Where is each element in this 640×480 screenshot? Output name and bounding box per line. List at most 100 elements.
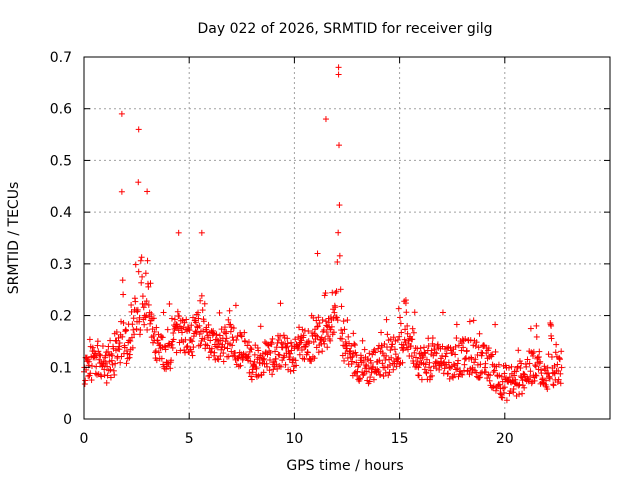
data-point — [142, 270, 149, 277]
data-point — [188, 348, 195, 355]
data-point — [470, 342, 477, 349]
data-point — [116, 346, 123, 353]
y-tick-label: 0 — [63, 412, 72, 428]
data-point — [173, 349, 180, 356]
axis-ticks — [83, 56, 610, 420]
data-point — [555, 376, 562, 383]
data-point — [510, 386, 517, 393]
data-point — [390, 334, 397, 341]
data-point — [246, 369, 253, 376]
data-point — [537, 358, 544, 365]
data-point — [141, 321, 148, 328]
data-point — [190, 344, 197, 351]
data-point — [311, 355, 318, 362]
data-point — [124, 350, 131, 357]
data-point — [123, 327, 130, 334]
data-point — [492, 348, 499, 355]
data-point — [372, 349, 379, 356]
data-point — [463, 355, 470, 362]
data-point — [439, 309, 446, 316]
data-point — [336, 202, 343, 209]
data-point — [410, 329, 417, 336]
data-point — [103, 379, 110, 386]
data-point — [557, 380, 564, 387]
data-point — [238, 333, 245, 340]
data-point — [390, 366, 397, 373]
data-point — [226, 307, 233, 314]
data-point — [306, 340, 313, 347]
data-point — [506, 390, 513, 397]
data-point — [391, 346, 398, 353]
data-point — [455, 357, 462, 364]
data-point — [198, 229, 205, 236]
data-point — [205, 321, 212, 328]
data-point — [500, 389, 507, 396]
data-point — [535, 353, 542, 360]
data-point — [519, 390, 526, 397]
data-point — [310, 314, 317, 321]
data-point — [321, 340, 328, 347]
data-point — [344, 345, 350, 352]
x-tick-label: 0 — [80, 431, 89, 447]
data-point — [474, 361, 481, 368]
data-point — [251, 351, 258, 358]
data-point — [330, 329, 337, 336]
data-point — [370, 376, 377, 383]
data-point — [411, 309, 418, 316]
data-point — [423, 370, 430, 377]
data-point — [244, 342, 251, 349]
data-point — [112, 360, 119, 367]
data-point — [104, 348, 111, 355]
data-point — [409, 325, 416, 332]
data-point — [421, 349, 428, 356]
data-point — [327, 326, 334, 333]
data-point — [532, 363, 539, 370]
data-point — [415, 364, 422, 371]
data-point — [453, 321, 460, 328]
data-point — [318, 334, 325, 341]
data-point — [213, 336, 220, 343]
data-point — [255, 347, 262, 354]
data-point — [304, 349, 311, 356]
data-point — [341, 326, 348, 333]
data-point — [423, 356, 430, 363]
data-point — [409, 336, 416, 343]
data-point — [233, 336, 240, 343]
data-point — [115, 334, 122, 341]
data-point — [138, 279, 145, 286]
data-point — [86, 358, 93, 365]
data-point — [425, 342, 432, 349]
data-point — [430, 352, 437, 359]
data-point — [394, 336, 401, 343]
data-point — [301, 356, 308, 363]
data-point — [446, 375, 453, 382]
data-point — [399, 359, 406, 366]
data-point — [177, 347, 184, 354]
data-point — [324, 344, 331, 351]
data-point — [150, 315, 157, 322]
data-point — [405, 346, 412, 353]
data-point — [221, 344, 228, 351]
data-point — [315, 314, 322, 321]
data-point — [439, 343, 446, 350]
data-point — [145, 283, 152, 290]
data-point — [472, 343, 479, 350]
data-point — [492, 321, 499, 328]
data-point — [151, 328, 158, 335]
data-point — [521, 384, 528, 391]
data-point — [314, 333, 321, 340]
data-point — [476, 374, 483, 381]
data-point — [268, 341, 275, 348]
data-point — [245, 339, 252, 346]
data-point — [192, 319, 199, 326]
data-point — [138, 254, 145, 261]
data-point — [340, 318, 347, 325]
data-point — [248, 346, 255, 353]
data-point — [378, 344, 385, 351]
data-point — [498, 394, 505, 401]
data-point — [152, 348, 159, 355]
data-point — [485, 345, 492, 352]
data-point — [205, 354, 212, 361]
y-tick-label: 0.5 — [50, 153, 72, 169]
data-point — [143, 312, 150, 319]
